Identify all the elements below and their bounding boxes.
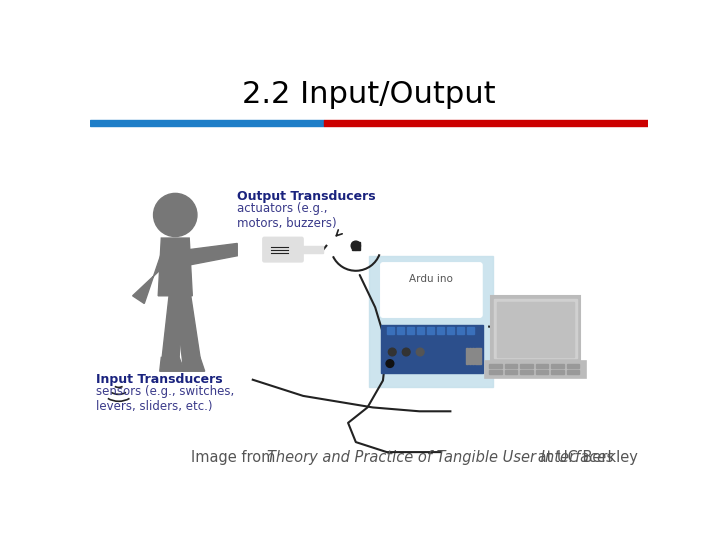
Bar	[457, 327, 464, 334]
Bar	[475, 348, 477, 363]
Bar	[551, 370, 564, 374]
Bar	[536, 364, 548, 368]
Bar	[427, 327, 434, 334]
Bar	[407, 327, 414, 334]
Bar	[536, 370, 548, 374]
Text: Theory and Practice of Tangible User Interfaces: Theory and Practice of Tangible User Int…	[266, 450, 613, 465]
Polygon shape	[175, 296, 200, 365]
Bar	[132, 373, 253, 387]
Bar	[447, 327, 454, 334]
Polygon shape	[158, 238, 192, 296]
Circle shape	[153, 193, 197, 237]
Bar	[520, 364, 533, 368]
Bar	[437, 327, 444, 334]
Bar	[494, 299, 577, 358]
Bar	[491, 296, 580, 361]
Bar	[467, 327, 474, 334]
Circle shape	[388, 348, 396, 356]
Text: actuators (e.g.,
motors, buzzers): actuators (e.g., motors, buzzers)	[238, 202, 337, 230]
Bar	[381, 325, 483, 373]
Polygon shape	[183, 357, 204, 372]
Bar	[485, 361, 586, 378]
Text: 2.2 Input/Output: 2.2 Input/Output	[242, 79, 496, 109]
Bar	[567, 370, 579, 374]
Bar	[489, 364, 502, 368]
Text: Output Transducers: Output Transducers	[238, 190, 376, 202]
Circle shape	[351, 241, 361, 251]
Bar	[417, 327, 424, 334]
Text: sensors (e.g., switches,
levers, sliders, etc.): sensors (e.g., switches, levers, sliders…	[96, 385, 235, 413]
Bar	[551, 364, 564, 368]
Bar	[397, 327, 404, 334]
Text: at UC Berkley: at UC Berkley	[534, 450, 638, 465]
Bar	[472, 348, 474, 363]
Circle shape	[386, 360, 394, 367]
Bar	[466, 348, 468, 363]
Text: Ardu ino: Ardu ino	[410, 274, 454, 284]
Polygon shape	[160, 357, 184, 372]
Text: Input Transducers: Input Transducers	[96, 373, 222, 386]
Polygon shape	[161, 296, 183, 365]
Bar	[352, 242, 360, 249]
Bar	[387, 327, 394, 334]
Polygon shape	[189, 244, 238, 265]
Circle shape	[402, 348, 410, 356]
Bar	[505, 364, 517, 368]
Bar	[469, 348, 472, 363]
Text: Image from: Image from	[191, 450, 280, 465]
Bar	[302, 246, 323, 253]
Circle shape	[416, 348, 424, 356]
FancyBboxPatch shape	[263, 237, 303, 262]
Bar	[489, 370, 502, 374]
FancyBboxPatch shape	[381, 262, 482, 318]
Bar	[478, 348, 481, 363]
Bar	[324, 120, 648, 126]
Polygon shape	[132, 253, 161, 303]
Bar	[567, 364, 579, 368]
Bar	[498, 302, 574, 356]
Bar	[369, 256, 493, 387]
Bar	[90, 120, 324, 126]
Bar	[520, 370, 533, 374]
Bar	[505, 370, 517, 374]
